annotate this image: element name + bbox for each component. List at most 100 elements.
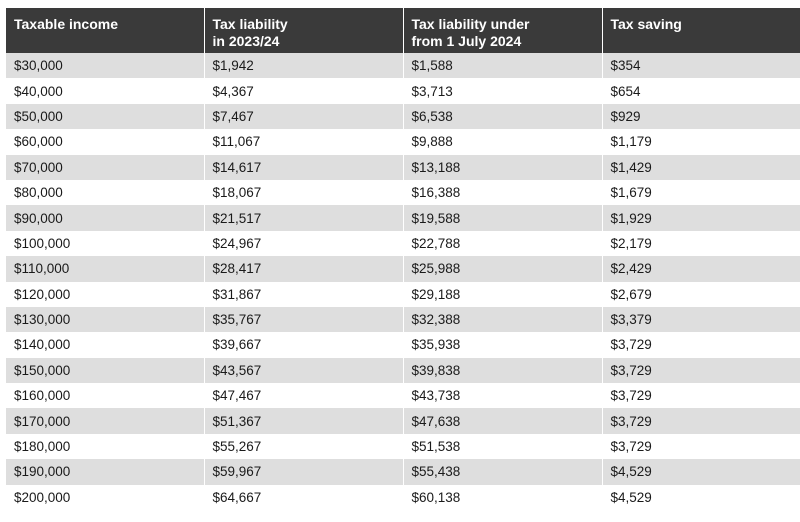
column-header-line: Tax liability [212,16,288,32]
tax-liability-2024-cell: $47,638 [403,408,603,434]
table-row: $40,000 $4,367 $3,713 $654 [6,78,800,104]
tax-liability-2023-24-cell: $4,367 [204,78,404,104]
tax-liability-2023-24-cell: $1,942 [204,53,404,79]
tax-liability-2023-24-cell: $55,267 [204,433,404,460]
tax-liability-2024-cell: $39,838 [403,357,603,384]
tax-liability-2024-cell: $32,388 [403,306,603,333]
column-header-line: Tax liability under [411,16,530,32]
tax-liability-2023-24-cell: $14,617 [204,154,404,180]
table-row: $160,000 $47,467 $43,738 $3,729 [6,383,800,409]
tax-liability-2024-cell: $29,188 [403,281,603,307]
table-row: $60,000 $11,067 $9,888 $1,179 [6,129,800,155]
tax-saving-cell: $1,679 [602,179,800,206]
taxable-income-cell: $160,000 [6,383,205,409]
tax-liability-2023-24-cell: $35,767 [204,306,404,333]
tax-liability-2023-24-cell: $39,667 [204,332,404,358]
table-body: $30,000 $1,942 $1,588 $354 $40,000 $4,367 $3,7… [6,53,800,511]
column-header-line: Tax saving [610,16,682,32]
tax-liability-2023-24-cell: $43,567 [204,357,404,384]
taxable-income-cell: $170,000 [6,408,205,434]
table-row: $180,000 $55,267 $51,538 $3,729 [6,433,800,460]
tax-saving-cell: $654 [602,78,800,104]
header-tax-liability-from-july-2024: Tax liability under from 1 July 2024 [403,8,603,53]
tax-liability-2023-24-cell: $18,067 [204,179,404,206]
tax-saving-cell: $2,429 [602,256,800,282]
taxable-income-cell: $150,000 [6,357,205,384]
taxable-income-cell: $110,000 [6,256,205,282]
tax-liability-2024-cell: $6,538 [403,103,603,130]
tax-liability-2024-cell: $22,788 [403,230,603,257]
taxable-income-cell: $50,000 [6,103,205,130]
table-row: $140,000 $39,667 $35,938 $3,729 [6,332,800,358]
table-row: $190,000 $59,967 $55,438 $4,529 [6,459,800,485]
tax-saving-cell: $3,729 [602,332,800,358]
table-row: $110,000 $28,417 $25,988 $2,429 [6,256,800,282]
table-row: $70,000 $14,617 $13,188 $1,429 [6,154,800,180]
header-tax-liability-2023-24: Tax liability in 2023/24 [204,8,404,53]
tax-saving-cell: $4,529 [602,484,800,511]
tax-liability-2024-cell: $60,138 [403,484,603,511]
tax-liability-2023-24-cell: $7,467 [204,103,404,130]
tax-liability-2024-cell: $16,388 [403,179,603,206]
taxable-income-cell: $180,000 [6,433,205,460]
tax-liability-2023-24-cell: $51,367 [204,408,404,434]
tax-liability-2023-24-cell: $21,517 [204,205,404,231]
column-header-line: in 2023/24 [212,33,280,49]
tax-table-container: Taxable income Tax liability in 2023/24 Tax… [6,8,800,511]
tax-saving-cell: $4,529 [602,459,800,485]
tax-liability-2024-cell: $43,738 [403,383,603,409]
header-row: Taxable income Tax liability in 2023/24 Tax… [6,8,800,53]
header-tax-saving: Tax saving [602,8,800,53]
table-row: $130,000 $35,767 $32,388 $3,379 [6,306,800,333]
tax-liability-2023-24-cell: $11,067 [204,129,404,155]
tax-liability-2023-24-cell: $28,417 [204,256,404,282]
tax-liability-2024-cell: $25,988 [403,256,603,282]
taxable-income-cell: $70,000 [6,154,205,180]
taxable-income-cell: $90,000 [6,205,205,231]
taxable-income-cell: $80,000 [6,179,205,206]
tax-saving-cell: $354 [602,53,800,79]
tax-saving-cell: $2,679 [602,281,800,307]
tax-liability-2024-cell: $1,588 [403,53,603,79]
tax-liability-2023-24-cell: $59,967 [204,459,404,485]
table-row: $90,000 $21,517 $19,588 $1,929 [6,205,800,231]
table-row: $50,000 $7,467 $6,538 $929 [6,103,800,130]
tax-liability-2023-24-cell: $31,867 [204,281,404,307]
table-row: $100,000 $24,967 $22,788 $2,179 [6,230,800,257]
table-header: Taxable income Tax liability in 2023/24 Tax… [6,8,800,53]
taxable-income-cell: $130,000 [6,306,205,333]
taxable-income-cell: $190,000 [6,459,205,485]
tax-liability-2024-cell: $35,938 [403,332,603,358]
taxable-income-cell: $40,000 [6,78,205,104]
table-row: $30,000 $1,942 $1,588 $354 [6,53,800,79]
tax-saving-cell: $929 [602,103,800,130]
column-header-line: from 1 July 2024 [411,33,522,49]
tax-saving-cell: $3,729 [602,357,800,384]
tax-liability-2024-cell: $13,188 [403,154,603,180]
tax-saving-cell: $3,729 [602,383,800,409]
tax-liability-2024-cell: $3,713 [403,78,603,104]
taxable-income-cell: $100,000 [6,230,205,257]
tax-saving-cell: $1,179 [602,129,800,155]
table-row: $120,000 $31,867 $29,188 $2,679 [6,281,800,307]
header-taxable-income: Taxable income [6,8,205,53]
tax-liability-2023-24-cell: $47,467 [204,383,404,409]
tax-saving-cell: $3,379 [602,306,800,333]
tax-liability-2024-cell: $55,438 [403,459,603,485]
tax-liability-2023-24-cell: $24,967 [204,230,404,257]
table-row: $150,000 $43,567 $39,838 $3,729 [6,357,800,384]
taxable-income-cell: $140,000 [6,332,205,358]
tax-saving-cell: $1,429 [602,154,800,180]
table-row: $200,000 $64,667 $60,138 $4,529 [6,484,800,511]
tax-liability-2023-24-cell: $64,667 [204,484,404,511]
table-row: $80,000 $18,067 $16,388 $1,679 [6,179,800,206]
tax-saving-cell: $2,179 [602,230,800,257]
tax-liability-2024-cell: $9,888 [403,129,603,155]
table-row: $170,000 $51,367 $47,638 $3,729 [6,408,800,434]
taxable-income-cell: $200,000 [6,484,205,511]
column-header-line: Taxable income [14,16,119,32]
taxable-income-cell: $60,000 [6,129,205,155]
taxable-income-cell: $30,000 [6,53,205,79]
tax-saving-cell: $1,929 [602,205,800,231]
tax-saving-cell: $3,729 [602,433,800,460]
